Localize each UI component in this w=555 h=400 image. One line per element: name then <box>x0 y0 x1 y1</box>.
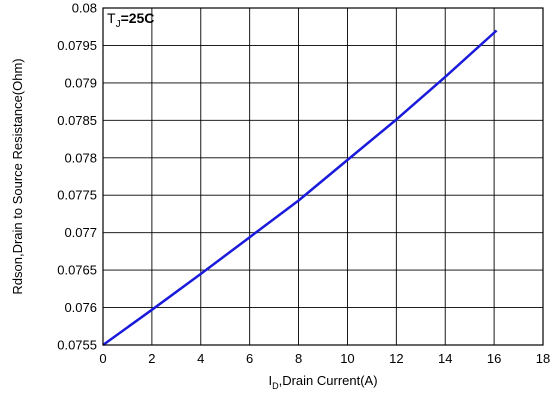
annotation-sub: J <box>116 19 121 30</box>
x-tick-label: 6 <box>246 351 253 366</box>
y-tick-label: 0.0765 <box>57 263 97 278</box>
series-group <box>102 29 498 347</box>
xlabel-sub: D <box>272 381 279 391</box>
y-tick-label: 0.077 <box>64 225 97 240</box>
x-tick-label: 10 <box>340 351 354 366</box>
xlabel-suffix: ,Drain Current(A) <box>279 373 378 388</box>
y-tick-label: 0.078 <box>64 150 97 165</box>
annotation-suffix: =25C <box>121 10 155 26</box>
y-tick-label: 0.0795 <box>57 38 97 53</box>
plot-frame <box>102 7 544 346</box>
annotation-box <box>104 9 150 28</box>
x-tick-label: 2 <box>148 351 155 366</box>
x-tick-label: 8 <box>295 351 302 366</box>
grid-lines <box>102 7 544 346</box>
y-tick-label: 0.076 <box>64 300 97 315</box>
xlabel-main: I <box>268 373 272 388</box>
x-tick-labels: 0 2 4 6 8 10 12 14 16 18 <box>99 351 550 366</box>
x-axis-label: ID,Drain Current(A) <box>268 373 377 391</box>
rdson-series-line <box>102 29 498 347</box>
y-axis-label: Rdson,Drain to Source Resistance(Ohm) <box>10 58 25 294</box>
y-tick-labels: 0.0755 0.076 0.0765 0.077 0.0775 0.078 0.0785 0… <box>57 1 97 353</box>
x-tick-label: 0 <box>99 351 106 366</box>
temperature-annotation: TJ=25C <box>107 10 154 30</box>
y-tick-label: 0.0775 <box>57 188 97 203</box>
x-tick-label: 12 <box>389 351 403 366</box>
y-tick-label: 0.0785 <box>57 113 97 128</box>
x-tick-label: 14 <box>438 351 452 366</box>
y-tick-label: 0.08 <box>72 1 97 16</box>
y-tick-label: 0.0755 <box>57 338 97 353</box>
annotation-main: T <box>107 10 116 26</box>
x-tick-label: 18 <box>536 351 550 366</box>
y-tick-label: 0.079 <box>64 75 97 90</box>
x-tick-label: 16 <box>487 351 501 366</box>
x-tick-label: 4 <box>197 351 204 366</box>
